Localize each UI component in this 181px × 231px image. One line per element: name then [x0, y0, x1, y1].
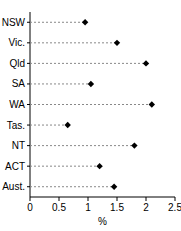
dot — [143, 60, 149, 66]
category-label: WA — [9, 99, 25, 110]
x-tick — [175, 197, 176, 201]
x-axis — [30, 197, 175, 198]
y-tick — [27, 145, 30, 146]
category-label: NT — [12, 140, 25, 151]
leader-line — [30, 83, 91, 84]
x-tick-label: 0.5 — [52, 202, 66, 213]
y-tick — [27, 166, 30, 167]
category-label: Vic. — [9, 37, 26, 48]
y-tick — [27, 42, 30, 43]
marks — [30, 19, 155, 190]
leader-line — [30, 125, 68, 126]
x-tick — [59, 197, 60, 201]
leader-line — [30, 42, 117, 43]
y-tick — [27, 63, 30, 64]
y-tick — [27, 125, 30, 126]
y-tick — [27, 83, 30, 84]
dot — [82, 19, 88, 25]
leader-line — [30, 186, 114, 187]
leader-line — [30, 63, 146, 64]
y-tick — [27, 104, 30, 105]
dot — [111, 184, 117, 190]
dot — [131, 142, 137, 148]
y-tick — [27, 22, 30, 23]
x-tick — [30, 197, 31, 201]
leader-line — [30, 166, 100, 167]
dot — [65, 122, 71, 128]
y-tick — [27, 186, 30, 187]
category-label: Tas. — [7, 120, 25, 131]
x-tick — [146, 197, 147, 201]
category-label: Aust. — [2, 181, 25, 192]
x-tick-label: 1.5 — [110, 202, 124, 213]
category-label: NSW — [2, 17, 26, 28]
chart: 0 0.5 1 1.5 2 2.5% NSW Vic. Qld SA WA Tas. NT ACT Aust… — [0, 0, 181, 231]
x-tick-label: 1 — [85, 202, 91, 213]
category-label: ACT — [5, 161, 25, 172]
leader-line — [30, 104, 152, 105]
x-tick — [88, 197, 89, 201]
dot — [88, 81, 94, 87]
dot — [114, 40, 120, 46]
x-tick-label: 2.5 — [168, 202, 181, 213]
x-tick — [117, 197, 118, 201]
category-label: Qld — [9, 58, 25, 69]
x-axis-label: % — [98, 216, 107, 227]
dot — [149, 101, 155, 107]
category-label: SA — [12, 78, 26, 89]
leader-line — [30, 22, 85, 23]
x-tick-label: 2 — [143, 202, 149, 213]
x-tick-label: 0 — [27, 202, 33, 213]
leader-line — [30, 145, 134, 146]
dot — [96, 163, 102, 169]
